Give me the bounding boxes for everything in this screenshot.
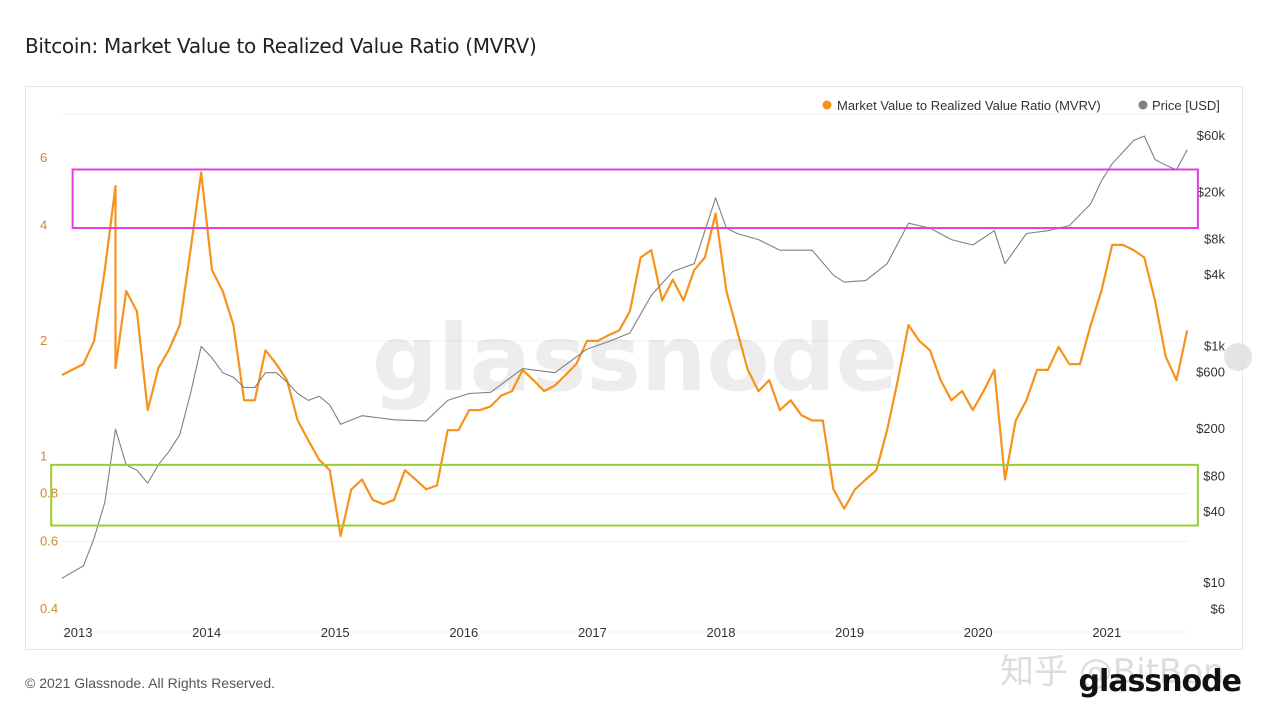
left-tick-label: 0.4 bbox=[40, 601, 58, 616]
right-tick-label: $600 bbox=[1196, 365, 1225, 380]
next-chart-button[interactable] bbox=[1224, 343, 1252, 371]
x-tick-label: 2017 bbox=[578, 625, 607, 640]
glassnode-logo: glassnode bbox=[1078, 664, 1242, 699]
glassnode-watermark: glassnode bbox=[372, 305, 898, 412]
right-tick-label: $6 bbox=[1211, 601, 1225, 616]
right-tick-label: $200 bbox=[1196, 421, 1225, 436]
page-title: Bitcoin: Market Value to Realized Value … bbox=[25, 34, 537, 58]
left-tick-label: 4 bbox=[40, 218, 47, 233]
left-tick-label: 0.8 bbox=[40, 485, 58, 500]
right-tick-label: $20k bbox=[1197, 184, 1226, 199]
repost-watermark: 知乎 @BitBon bbox=[1000, 652, 1225, 692]
legend-price-dot bbox=[1138, 100, 1148, 110]
right-tick-label: $1k bbox=[1204, 338, 1225, 353]
left-tick-label: 1 bbox=[40, 448, 47, 463]
left-tick-label: 2 bbox=[40, 333, 47, 348]
overvalued-zone-box bbox=[71, 168, 1199, 230]
legend-mvrv-dot bbox=[822, 100, 832, 110]
left-tick-label: 0.6 bbox=[40, 533, 58, 548]
mvrv-line bbox=[61, 171, 1189, 537]
x-tick-label: 2020 bbox=[964, 625, 993, 640]
legend-price-label: Price [USD] bbox=[1152, 98, 1220, 113]
right-tick-label: $80 bbox=[1203, 468, 1225, 483]
right-tick-label: $10 bbox=[1203, 575, 1225, 590]
x-tick-label: 2015 bbox=[321, 625, 350, 640]
undervalued-zone-box bbox=[50, 463, 1199, 527]
legend-mvrv-label: Market Value to Realized Value Ratio (MV… bbox=[837, 98, 1101, 113]
right-tick-label: $8k bbox=[1204, 232, 1225, 247]
left-tick-label: 6 bbox=[40, 150, 47, 165]
x-tick-label: 2014 bbox=[192, 625, 221, 640]
x-tick-label: 2019 bbox=[835, 625, 864, 640]
x-tick-label: 2016 bbox=[449, 625, 478, 640]
x-tick-label: 2018 bbox=[707, 625, 736, 640]
x-tick-label: 2021 bbox=[1092, 625, 1121, 640]
copyright: © 2021 Glassnode. All Rights Reserved. bbox=[25, 675, 276, 691]
x-tick-label: 2013 bbox=[64, 625, 93, 640]
right-tick-label: $60k bbox=[1197, 128, 1226, 143]
right-tick-label: $4k bbox=[1204, 267, 1225, 282]
price-line bbox=[61, 135, 1188, 579]
right-tick-label: $40 bbox=[1203, 504, 1225, 519]
